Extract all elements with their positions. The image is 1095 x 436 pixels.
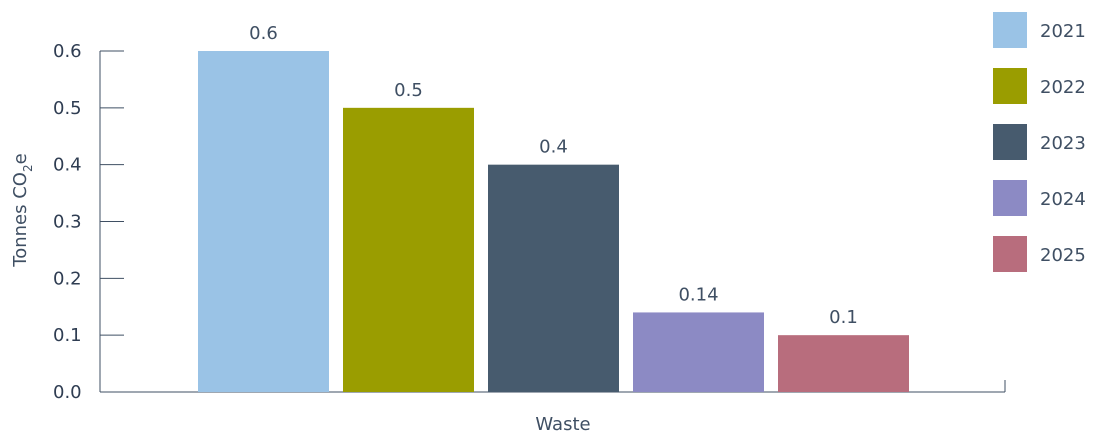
legend-label-2024: 2024 xyxy=(1040,189,1086,210)
y-axis: 0.0 0.1 0.2 0.3 0.4 0.5 0.6 xyxy=(53,41,124,403)
data-label-2022: 0.5 xyxy=(394,80,423,101)
legend-swatch-2025 xyxy=(993,236,1027,272)
data-label-2024: 0.14 xyxy=(678,284,718,305)
legend-swatch-2024 xyxy=(993,180,1027,216)
bar-2024 xyxy=(633,312,764,392)
y-tick-label: 0.4 xyxy=(53,155,82,176)
bar-2022 xyxy=(343,107,474,392)
y-tick-label: 0.0 xyxy=(53,382,82,403)
legend-label-2023: 2023 xyxy=(1040,133,1086,154)
bar-2021 xyxy=(198,51,329,392)
data-labels: 0.6 0.5 0.4 0.14 0.1 xyxy=(249,23,858,328)
legend-label-2022: 2022 xyxy=(1040,77,1086,98)
legend-label-2025: 2025 xyxy=(1040,245,1086,266)
y-tick-label: 0.3 xyxy=(53,212,82,233)
legend-swatch-2021 xyxy=(993,12,1027,48)
legend: 2021 2022 2023 2024 2025 xyxy=(993,12,1086,272)
data-label-2021: 0.6 xyxy=(249,23,278,44)
legend-swatch-2022 xyxy=(993,68,1027,104)
legend-label-2021: 2021 xyxy=(1040,21,1086,42)
bar-2023 xyxy=(488,164,619,392)
y-tick-label: 0.5 xyxy=(53,98,82,119)
bar-2025 xyxy=(778,335,909,392)
y-tick-label: 0.6 xyxy=(53,41,82,62)
x-axis-title: Waste xyxy=(535,414,590,435)
bars xyxy=(198,51,909,392)
y-tick-label: 0.1 xyxy=(53,325,82,346)
y-tick-label: 0.2 xyxy=(53,268,82,289)
data-label-2023: 0.4 xyxy=(539,137,568,158)
legend-swatch-2023 xyxy=(993,124,1027,160)
data-label-2025: 0.1 xyxy=(829,307,858,328)
y-axis-title: Tonnes CO2e xyxy=(10,153,35,267)
